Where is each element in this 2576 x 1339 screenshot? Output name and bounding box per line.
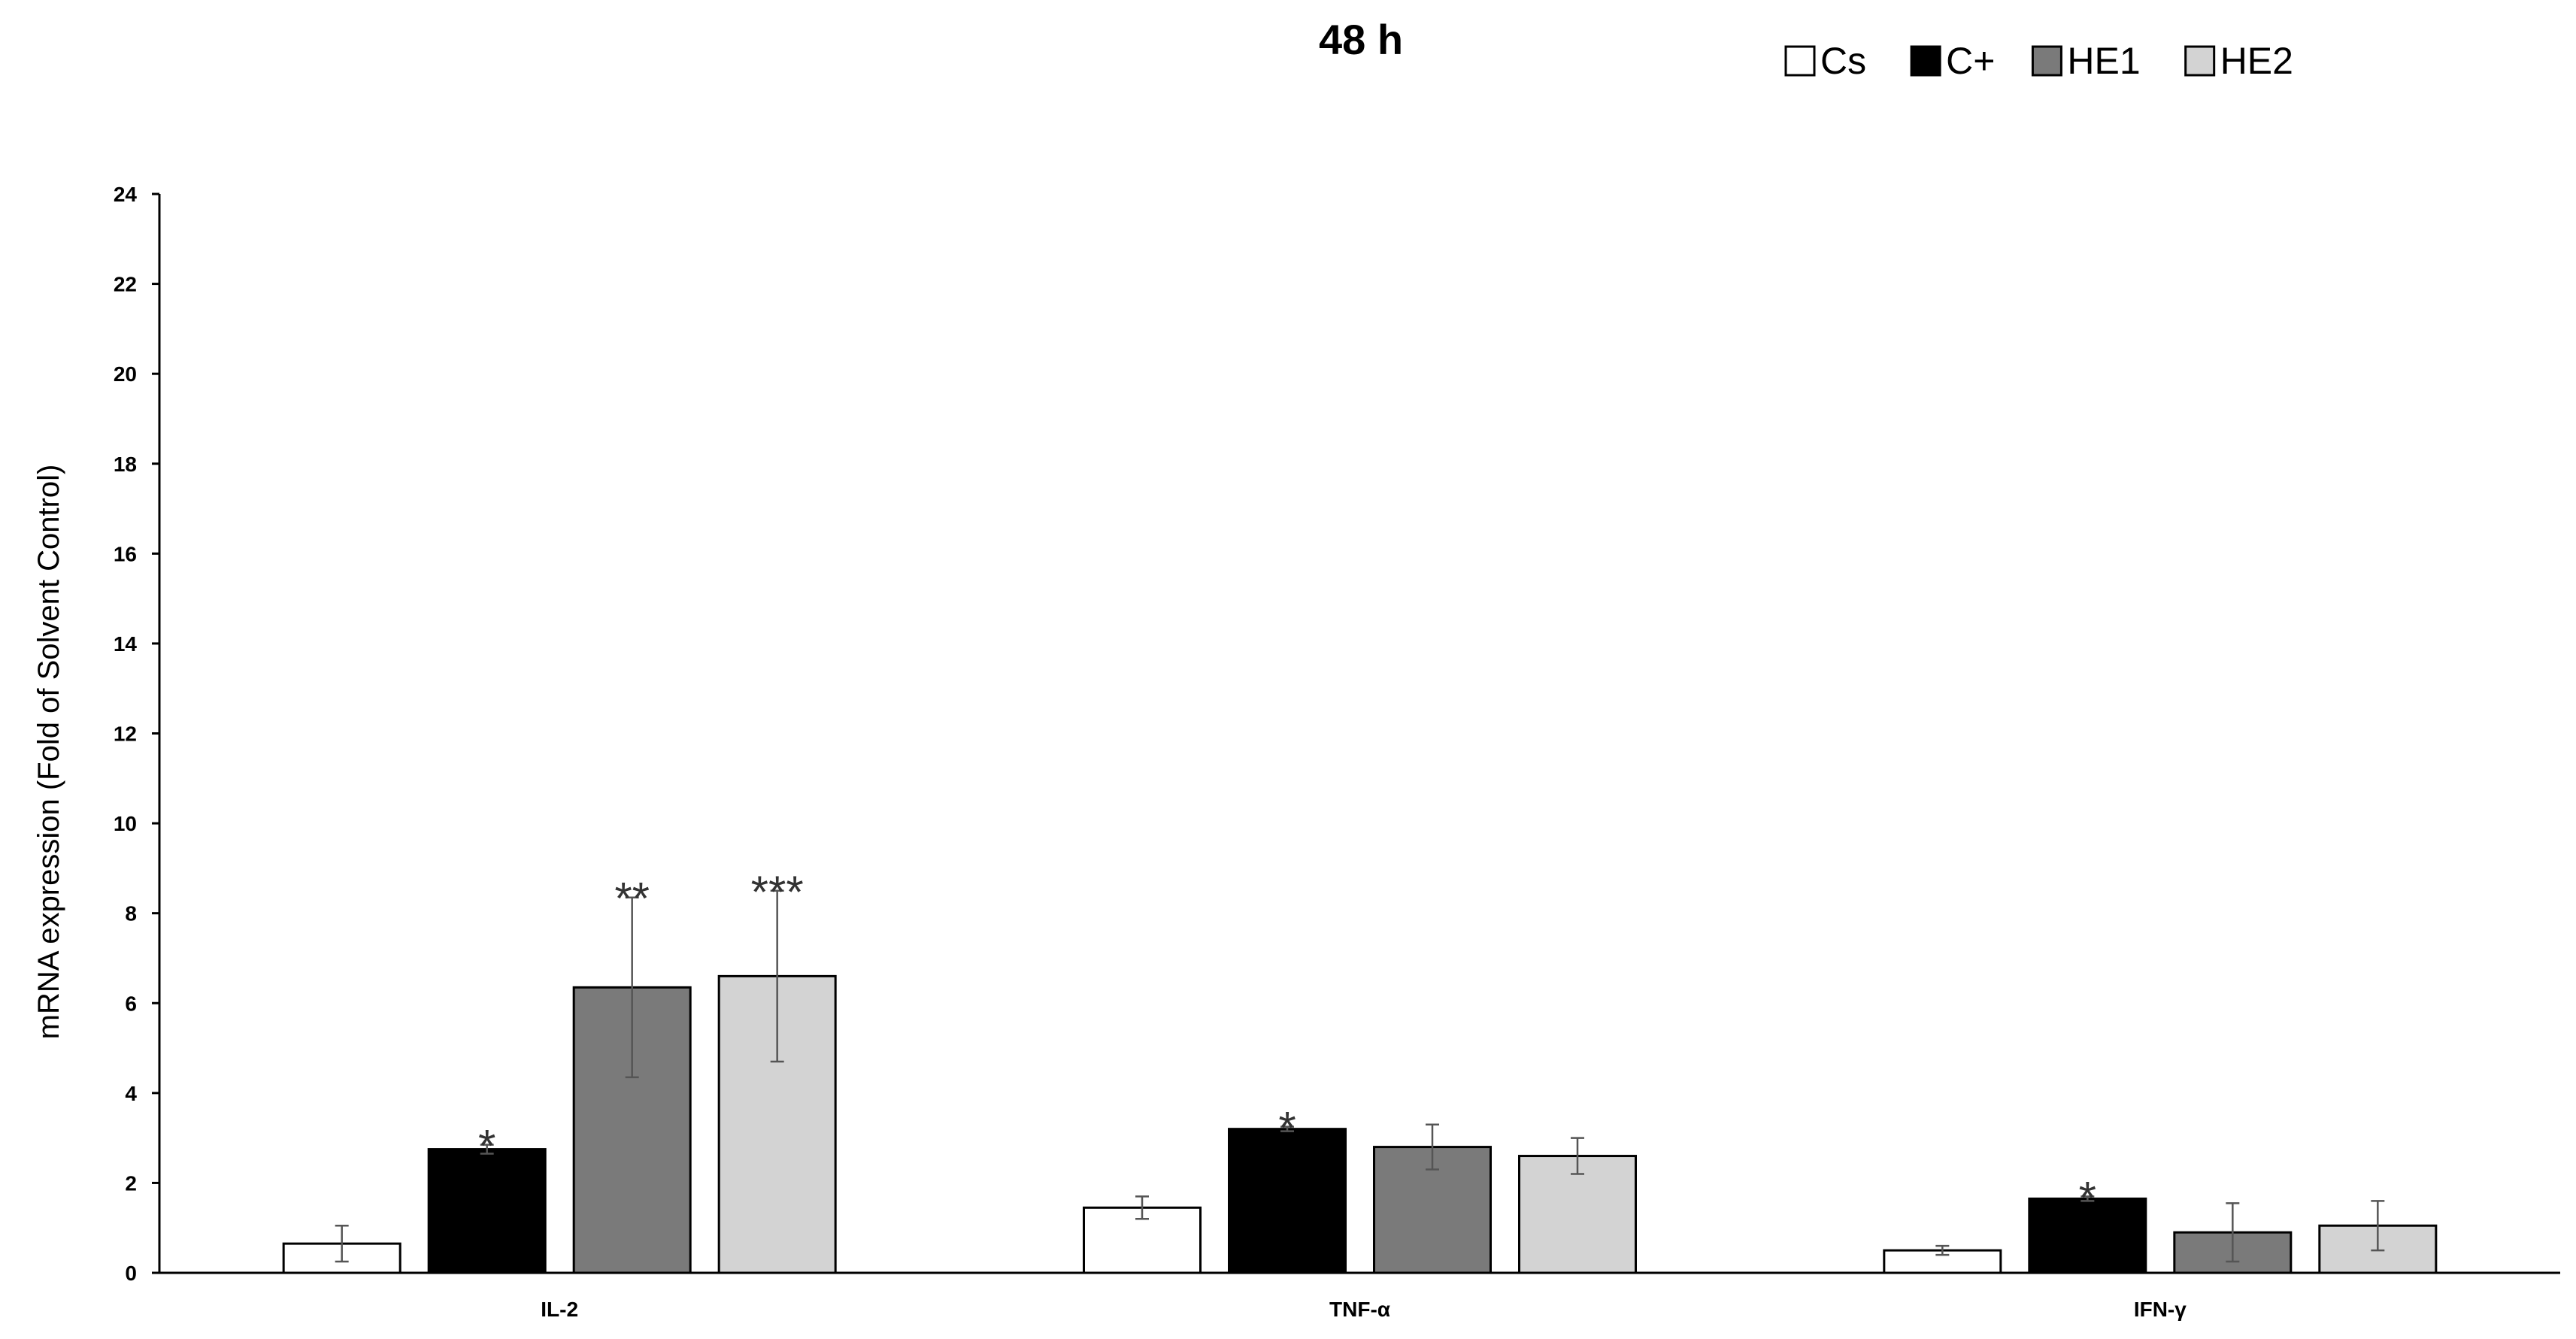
bar-c-1 [1228, 1128, 1347, 1274]
y-tick-label: 18 [114, 453, 137, 476]
y-tick-label: 2 [125, 1171, 137, 1195]
category-labels: IL-2 TNF-α IFN-γ [541, 1298, 2187, 1321]
significance-marker: * [2079, 1172, 2096, 1222]
significance-marker: * [478, 1121, 496, 1171]
legend-swatch [2031, 45, 2062, 77]
significance-marker: * [1278, 1103, 1296, 1153]
bars: *** ***** [282, 867, 2438, 1274]
category-label: IL-2 [541, 1298, 578, 1321]
legend-swatch [1910, 45, 1941, 77]
y-tick-label: 12 [114, 723, 137, 746]
legend-label: Cs [1820, 40, 1866, 82]
y-tick-label: 0 [125, 1262, 137, 1285]
y-tick-label: 20 [114, 362, 137, 386]
legend-label: HE2 [2220, 40, 2293, 82]
y-tick-label: 14 [114, 632, 138, 656]
y-tick-label: 22 [114, 273, 137, 296]
axes [158, 194, 2560, 1274]
category-label: IFN-γ [2134, 1298, 2187, 1321]
y-axis-label: mRNA expression (Fold of Solvent Control… [32, 465, 65, 1040]
chart-title: 48 h [1319, 16, 1403, 63]
legend: Cs C+ HE1 HE2 [1784, 40, 2293, 82]
significance-marker: ** [614, 874, 650, 924]
significance-marker: *** [751, 867, 804, 917]
legend-label: HE1 [2067, 40, 2140, 82]
bar-c-2 [2028, 1197, 2147, 1274]
category-label: TNF-α [1329, 1298, 1390, 1321]
legend-label: C+ [1946, 40, 1995, 82]
y-tick-label: 8 [125, 902, 137, 925]
y-tick-label: 4 [125, 1082, 137, 1105]
legend-swatch [1784, 45, 1816, 77]
y-tick-label: 24 [114, 183, 138, 206]
y-tick-label: 10 [114, 812, 137, 835]
y-tick-label: 16 [114, 542, 137, 565]
legend-swatch [2184, 45, 2216, 77]
y-tick-label: 6 [125, 992, 137, 1015]
